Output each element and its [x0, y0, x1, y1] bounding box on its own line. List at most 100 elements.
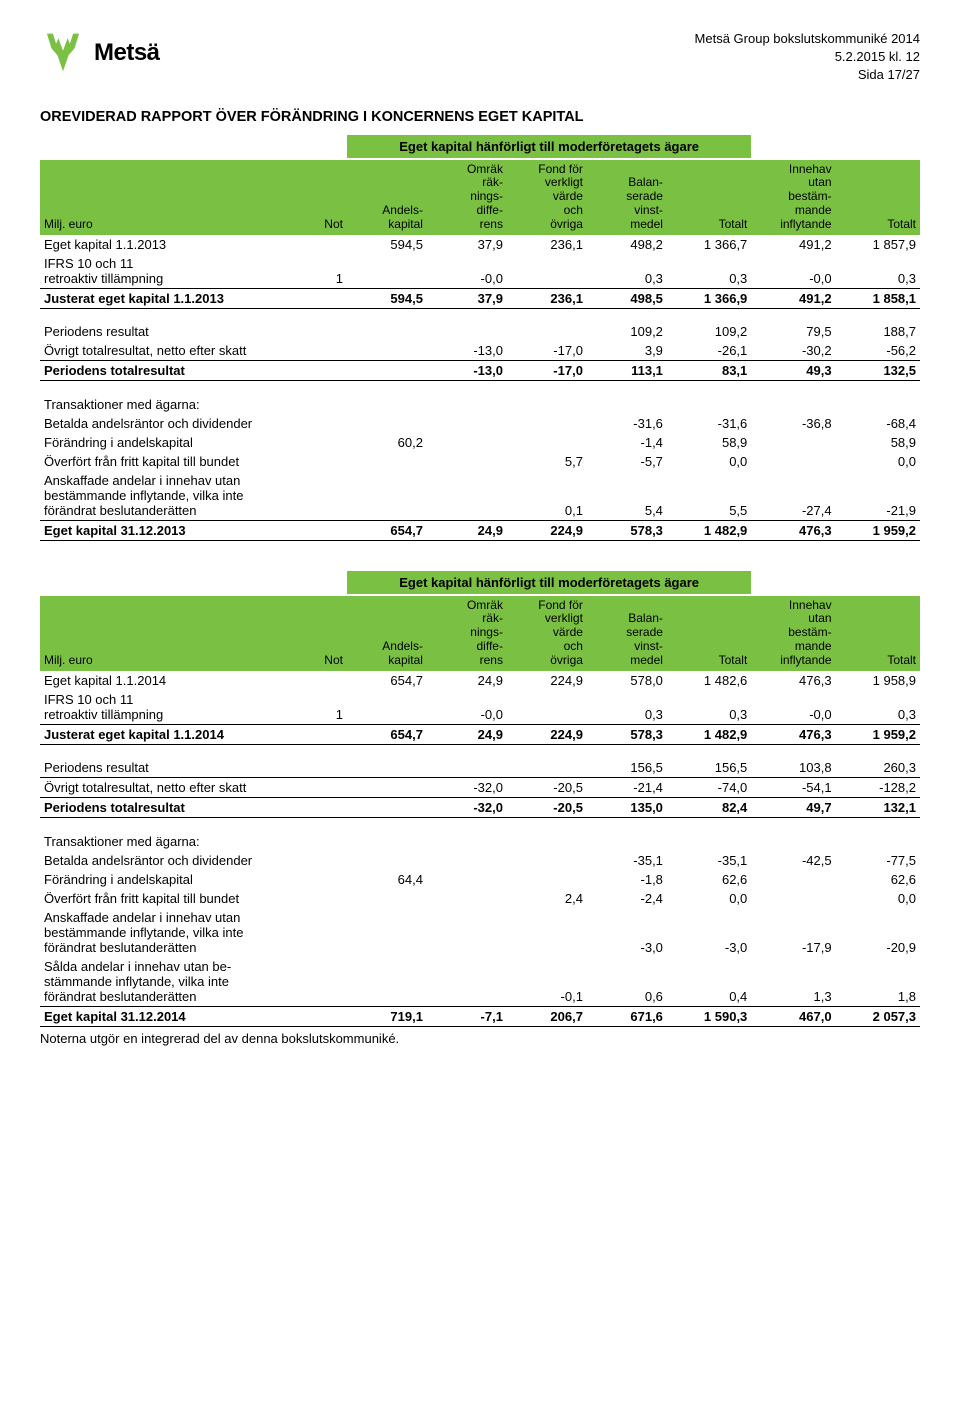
row-label: Eget kapital 1.1.2014 [40, 671, 308, 690]
row-not [308, 957, 347, 1007]
row-value: 578,3 [587, 520, 667, 540]
row-not [308, 778, 347, 798]
row-value: -56,2 [836, 341, 920, 361]
row-value [427, 851, 507, 870]
row-value [427, 832, 507, 851]
table-row: Periodens resultat156,5156,5103,8260,3 [40, 758, 920, 778]
row-label: IFRS 10 och 11retroaktiv tillämpning [40, 254, 308, 289]
row-value: 1 857,9 [836, 235, 920, 254]
row-value: 491,2 [751, 288, 835, 308]
table-row: Periodens totalresultat-13,0-17,0113,183… [40, 361, 920, 381]
row-value [751, 870, 835, 889]
row-value: -17,9 [751, 908, 835, 957]
column-header-row: Milj. euroNotAndels-kapitalOmräkräk-ning… [40, 160, 920, 235]
row-value [347, 798, 427, 818]
row-value: 109,2 [587, 322, 667, 341]
table-row: IFRS 10 och 11retroaktiv tillämpning1-0,… [40, 254, 920, 289]
row-value: -31,6 [667, 414, 751, 433]
col-label: Milj. euro [40, 160, 308, 235]
row-value: 719,1 [347, 1006, 427, 1026]
row-value [347, 832, 427, 851]
row-value: 0,0 [836, 452, 920, 471]
row-value [751, 395, 835, 414]
header-line1: Metsä Group bokslutskommuniké 2014 [695, 30, 920, 48]
row-value: -54,1 [751, 778, 835, 798]
row-value: 671,6 [587, 1006, 667, 1026]
row-value: 1 958,9 [836, 671, 920, 690]
row-value: 1 959,2 [836, 724, 920, 744]
table-row: Betalda andelsräntor och dividender-31,6… [40, 414, 920, 433]
row-value: 594,5 [347, 235, 427, 254]
row-value [347, 851, 427, 870]
row-value: -20,5 [507, 798, 587, 818]
table-row: Eget kapital 1.1.2014654,724,9224,9578,0… [40, 671, 920, 690]
col-c1: Andels-kapital [347, 160, 427, 235]
row-value: 109,2 [667, 322, 751, 341]
row-value: 498,5 [587, 288, 667, 308]
row-value: 62,6 [836, 870, 920, 889]
row-value [427, 889, 507, 908]
row-value [347, 889, 427, 908]
row-not [308, 322, 347, 341]
row-value [427, 322, 507, 341]
row-value: 206,7 [507, 1006, 587, 1026]
col-c1: Andels-kapital [347, 596, 427, 671]
row-value: 476,3 [751, 520, 835, 540]
row-value [587, 395, 667, 414]
header-line3: Sida 17/27 [695, 66, 920, 84]
row-not [308, 758, 347, 778]
row-value [507, 870, 587, 889]
row-label: Anskaffade andelar i innehav utanbestämm… [40, 908, 308, 957]
col-not: Not [308, 596, 347, 671]
row-value [427, 471, 507, 521]
row-label: Periodens totalresultat [40, 798, 308, 818]
row-value: 491,2 [751, 235, 835, 254]
row-value: 79,5 [751, 322, 835, 341]
row-value: 654,7 [347, 520, 427, 540]
row-value [507, 690, 587, 725]
header-line2: 5.2.2015 kl. 12 [695, 48, 920, 66]
table-row: Periodens totalresultat-32,0-20,5135,082… [40, 798, 920, 818]
row-value: 58,9 [667, 433, 751, 452]
row-not [308, 851, 347, 870]
row-value [507, 908, 587, 957]
row-value: -1,8 [587, 870, 667, 889]
row-not [308, 889, 347, 908]
row-value: 5,5 [667, 471, 751, 521]
row-value: 49,3 [751, 361, 835, 381]
row-value: 0,3 [587, 690, 667, 725]
row-value: -32,0 [427, 778, 507, 798]
brand-logo: Metsä [40, 30, 160, 76]
col-c3: Fond förverkligtvärdeochövriga [507, 160, 587, 235]
row-label: Överfört från fritt kapital till bundet [40, 452, 308, 471]
row-value: 62,6 [667, 870, 751, 889]
row-value [836, 832, 920, 851]
table-row: Sålda andelar i innehav utan be-stämmand… [40, 957, 920, 1007]
equity-table-2013: Eget kapital hänförligt till moderföreta… [40, 135, 920, 541]
row-value [507, 254, 587, 289]
table-row: Eget kapital 1.1.2013594,537,9236,1498,2… [40, 235, 920, 254]
row-not [308, 414, 347, 433]
table-row: Justerat eget kapital 1.1.2013594,537,92… [40, 288, 920, 308]
row-value: -20,9 [836, 908, 920, 957]
row-label: Periodens totalresultat [40, 361, 308, 381]
row-value: -32,0 [427, 798, 507, 818]
row-value [347, 908, 427, 957]
table-row: Övrigt totalresultat, netto efter skatt-… [40, 341, 920, 361]
table-row: Överfört från fritt kapital till bundet2… [40, 889, 920, 908]
row-value: -17,0 [507, 341, 587, 361]
row-label: Transaktioner med ägarna: [40, 832, 308, 851]
col-c2: Omräkräk-nings-diffe-rens [427, 160, 507, 235]
row-value [507, 851, 587, 870]
row-value [347, 361, 427, 381]
row-value: 24,9 [427, 724, 507, 744]
group-header-row: Eget kapital hänförligt till moderföreta… [40, 135, 920, 158]
row-value [427, 957, 507, 1007]
column-header-row: Milj. euroNotAndels-kapitalOmräkräk-ning… [40, 596, 920, 671]
row-value [751, 889, 835, 908]
row-value: -21,9 [836, 471, 920, 521]
row-value: -77,5 [836, 851, 920, 870]
row-not: 1 [308, 254, 347, 289]
row-value: -35,1 [587, 851, 667, 870]
col-c7: Totalt [836, 160, 920, 235]
